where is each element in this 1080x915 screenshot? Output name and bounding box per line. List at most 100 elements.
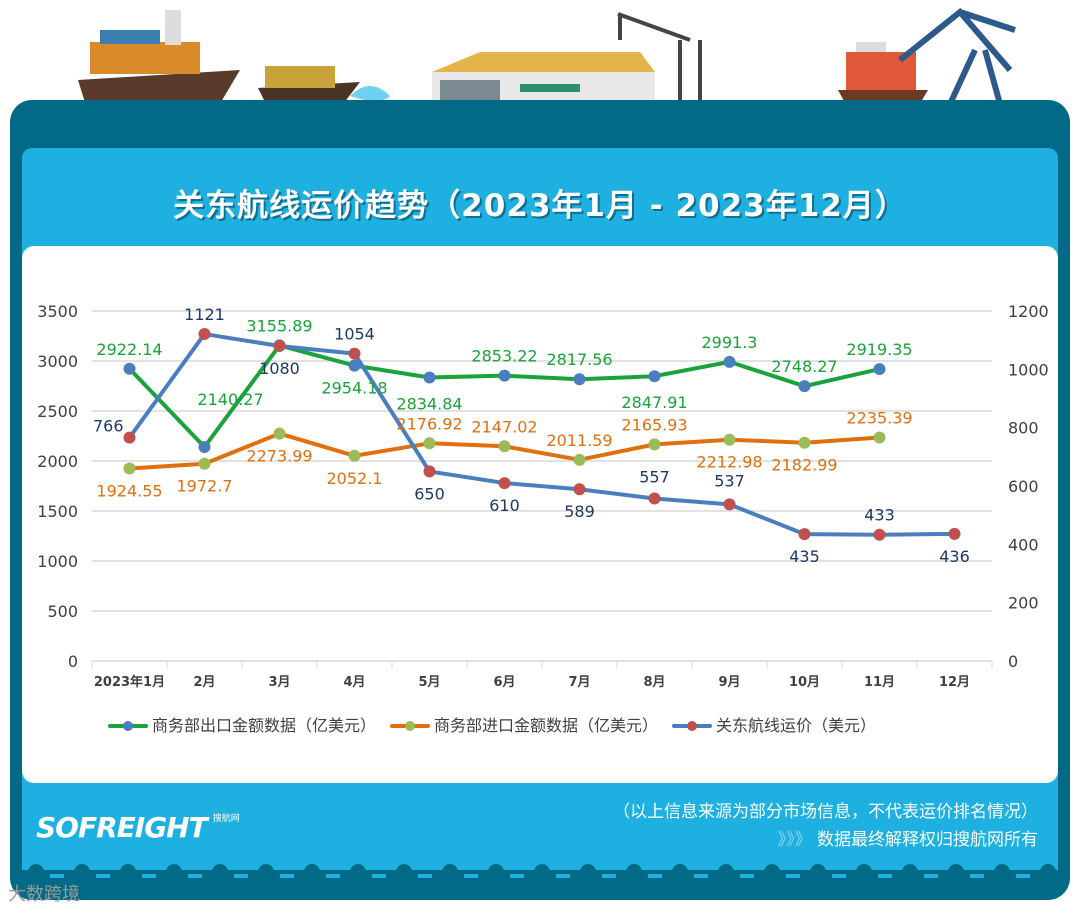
data-point-export — [348, 359, 361, 372]
data-label-freight: 537 — [714, 471, 745, 490]
data-label-freight: 436 — [939, 547, 970, 566]
data-label-freight: 1054 — [334, 325, 375, 344]
data-point-export — [798, 380, 811, 393]
data-point-freight — [948, 527, 961, 540]
legend-swatch-export — [108, 721, 148, 731]
data-point-import — [423, 437, 436, 450]
x-tick-label: 4月 — [343, 675, 365, 690]
data-label-export: 2919.35 — [846, 340, 912, 359]
logo-subtitle: 搜航网 — [212, 814, 240, 824]
x-tick-label: 5月 — [418, 675, 440, 690]
data-label-import: 2182.99 — [771, 456, 837, 475]
scalloped-border — [22, 864, 1058, 882]
data-label-import: 2273.99 — [246, 447, 312, 466]
data-point-import — [273, 427, 286, 440]
data-label-import: 2052.1 — [327, 469, 383, 488]
x-tick-label: 10月 — [789, 675, 820, 690]
legend-label-import: 商务部进口金额数据（亿美元） — [434, 716, 659, 735]
data-label-export: 3155.89 — [246, 316, 312, 335]
data-label-import: 2212.98 — [696, 453, 762, 472]
y-left-tick-label: 0 — [68, 652, 78, 671]
data-point-import — [123, 462, 136, 475]
x-tick-label: 2月 — [193, 675, 215, 690]
data-point-import — [648, 438, 661, 451]
x-tick-label: 6月 — [493, 675, 515, 690]
top-illustration — [78, 7, 1016, 110]
y-right-tick-label: 0 — [1008, 652, 1018, 671]
data-point-import — [798, 436, 811, 449]
y-right-tick-label: 1000 — [1008, 360, 1049, 379]
data-point-freight — [648, 492, 661, 505]
data-point-export — [573, 373, 586, 386]
data-label-import: 2235.39 — [846, 408, 912, 427]
chevrons-icon: 》》》 — [777, 830, 812, 850]
data-point-import — [723, 433, 736, 446]
warehouse-icon — [432, 52, 655, 104]
port-crane-icon — [898, 7, 1016, 106]
data-point-import — [198, 457, 211, 470]
data-label-export: 2817.56 — [546, 350, 612, 369]
y-left-tick-label: 500 — [47, 602, 78, 621]
x-tick-label: 8月 — [643, 675, 665, 690]
data-label-freight: 557 — [639, 468, 670, 487]
y-left-tick-label: 1000 — [37, 552, 78, 571]
data-point-export — [423, 371, 436, 384]
y-right-tick-label: 1200 — [1008, 302, 1049, 321]
legend-label-export: 商务部出口金额数据（亿美元） — [152, 716, 377, 735]
data-label-import: 2176.92 — [396, 414, 462, 433]
crane-icon — [617, 12, 702, 104]
y-left-tick-label: 2500 — [37, 402, 78, 421]
data-label-freight: 1080 — [259, 359, 300, 378]
data-point-export — [123, 362, 136, 375]
y-right-tick-label: 800 — [1008, 419, 1039, 438]
data-label-export: 2847.91 — [621, 393, 687, 412]
data-point-freight — [348, 347, 361, 360]
data-label-export: 2922.14 — [96, 340, 162, 359]
legend-item-freight[interactable]: 关东航线运价（美元） — [672, 716, 876, 736]
legend-swatch-import — [390, 721, 431, 731]
data-label-freight: 766 — [93, 417, 124, 436]
data-point-freight — [873, 528, 886, 541]
data-point-export — [873, 363, 886, 376]
data-point-import — [873, 431, 886, 444]
data-label-import: 2165.93 — [621, 415, 687, 434]
data-point-export — [723, 355, 736, 368]
data-point-freight — [423, 465, 436, 478]
legend-swatch-freight — [672, 721, 713, 731]
data-label-import: 1924.55 — [96, 482, 162, 501]
logo-wordmark: SOFREIGHT — [36, 811, 208, 844]
data-point-import — [348, 449, 361, 462]
data-point-freight — [573, 483, 586, 496]
data-point-freight — [498, 477, 511, 490]
x-tick-label: 7月 — [568, 675, 590, 690]
data-point-import — [573, 453, 586, 466]
watermark: 大数跨境 — [8, 884, 80, 905]
data-label-export: 2853.22 — [471, 347, 537, 366]
data-label-import: 2147.02 — [471, 417, 537, 436]
data-point-export — [648, 370, 661, 383]
data-label-import: 2011.59 — [546, 431, 612, 450]
data-label-freight: 610 — [489, 496, 520, 515]
y-right-tick-label: 400 — [1008, 535, 1039, 554]
y-left-tick-label: 3000 — [37, 352, 78, 371]
data-point-import — [498, 440, 511, 453]
series-line-freight — [127, 332, 955, 537]
data-point-freight — [198, 328, 211, 341]
rights-label: 数据最终解释权归搜航网所有 — [817, 830, 1038, 850]
data-label-import: 1972.7 — [177, 477, 233, 496]
legend: 商务部出口金额数据（亿美元） 商务部进口金额数据（亿美元） 关东航线运价（美元） — [108, 716, 876, 736]
legend-item-export[interactable]: 商务部出口金额数据（亿美元） — [108, 716, 376, 736]
page-title: 关东航线运价趋势（2023年1月 - 2023年12月） — [173, 188, 907, 224]
legend-item-import[interactable]: 商务部进口金额数据（亿美元） — [390, 716, 658, 736]
data-label-export: 2748.27 — [771, 357, 837, 376]
disclaimer-text: （以上信息来源为部分市场信息，不代表运价排名情况） — [613, 802, 1038, 822]
data-point-export — [198, 440, 211, 453]
data-point-freight — [723, 498, 736, 511]
data-label-export: 2954.18 — [321, 379, 387, 398]
y-left-tick-label: 1500 — [37, 502, 78, 521]
x-tick-label: 3月 — [268, 675, 290, 690]
x-tick-label: 2023年1月 — [94, 674, 165, 690]
data-label-freight: 435 — [789, 547, 820, 566]
data-label-export: 2991.3 — [702, 333, 758, 352]
